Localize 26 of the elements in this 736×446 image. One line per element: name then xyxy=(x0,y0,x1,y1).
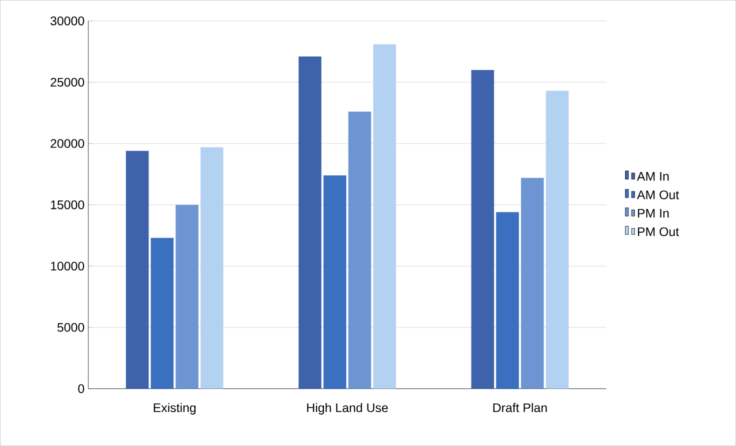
y-tick-label: 10000 xyxy=(50,262,84,271)
legend-label: AM Out xyxy=(636,190,679,200)
y-tick-label: 5000 xyxy=(57,323,84,332)
y-tick-label: 0 xyxy=(78,384,84,394)
bar xyxy=(348,112,372,389)
bar xyxy=(471,70,494,389)
bar xyxy=(200,147,224,389)
x-tick-label: Existing xyxy=(154,403,196,415)
bar xyxy=(496,212,519,389)
bar xyxy=(176,204,198,389)
bar xyxy=(323,175,346,389)
bar xyxy=(126,150,149,389)
legend-label: PM In xyxy=(638,209,669,218)
bar xyxy=(298,56,322,389)
bar xyxy=(373,44,396,389)
bar xyxy=(150,238,174,389)
legend-label: PM Out xyxy=(638,227,679,236)
x-tick-label: Draft Plan xyxy=(493,403,547,412)
legend-label: AM In xyxy=(636,172,669,181)
bar xyxy=(520,178,544,389)
y-tick-label: 25000 xyxy=(50,78,84,87)
y-tick-label: 15000 xyxy=(50,200,84,210)
y-tick-label: 20000 xyxy=(50,139,84,148)
y-tick-label: 30000 xyxy=(50,16,84,26)
x-tick-label: High Land Use xyxy=(307,403,388,415)
bar xyxy=(546,90,569,389)
